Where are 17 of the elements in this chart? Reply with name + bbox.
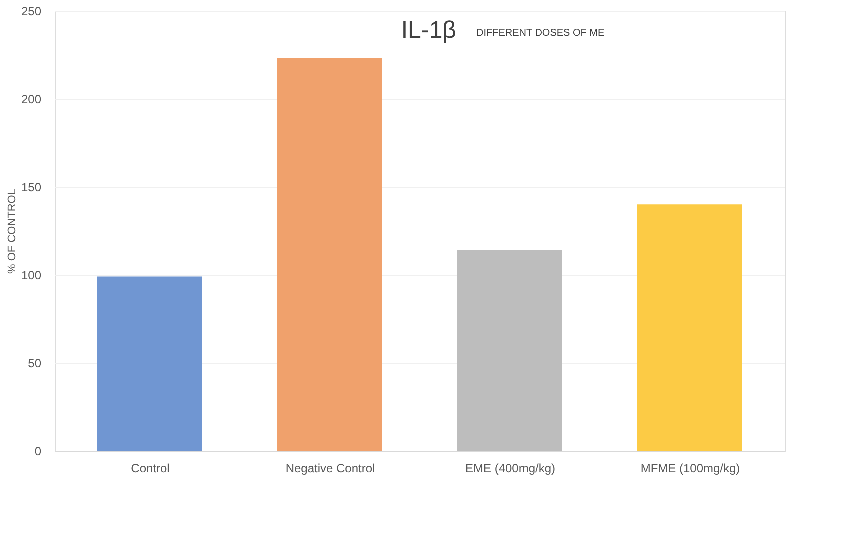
x-tick-label: MFME (100mg/kg) (640, 462, 740, 476)
bar (458, 250, 562, 451)
x-tick-label: EME (400mg/kg) (465, 462, 556, 476)
y-tick-label: 150 (21, 180, 42, 194)
chart-title: IL-1β (401, 17, 456, 44)
y-axis-title: % OF CONTROL (6, 189, 18, 274)
y-tick-label: 250 (21, 4, 42, 18)
y-tick-label: 0 (34, 444, 42, 458)
bar (98, 276, 202, 451)
text: DIFFERENT DOSES OF ME (476, 28, 605, 39)
y-tick-label: 100 (21, 268, 42, 282)
x-tick-label: Control (131, 462, 170, 476)
y-tick-label: 200 (21, 92, 42, 106)
y-tick-label: 50 (28, 356, 42, 370)
x-tick-label: Negative Control (286, 462, 376, 476)
bar (638, 204, 742, 451)
bar (278, 58, 382, 451)
